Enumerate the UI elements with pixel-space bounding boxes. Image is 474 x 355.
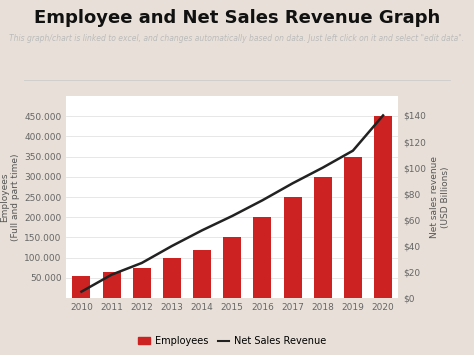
Bar [163,258,181,298]
Bar [193,250,211,298]
Bar [283,197,301,298]
Bar [314,177,332,298]
Text: This graph/chart is linked to excel, and changes automatically based on data. Ju: This graph/chart is linked to excel, and… [9,34,465,43]
Y-axis label: Net sales revenue
(USD Billions): Net sales revenue (USD Billions) [430,156,449,238]
Y-axis label: Employees
(Full and part time): Employees (Full and part time) [0,153,20,241]
Bar [223,237,241,298]
Bar [374,116,392,298]
Bar [102,272,121,298]
Bar [344,157,362,298]
Bar [73,275,91,298]
Bar [133,268,151,298]
Legend: Employees, Net Sales Revenue: Employees, Net Sales Revenue [134,332,330,350]
Text: Employee and Net Sales Revenue Graph: Employee and Net Sales Revenue Graph [34,9,440,27]
Bar [254,217,272,298]
